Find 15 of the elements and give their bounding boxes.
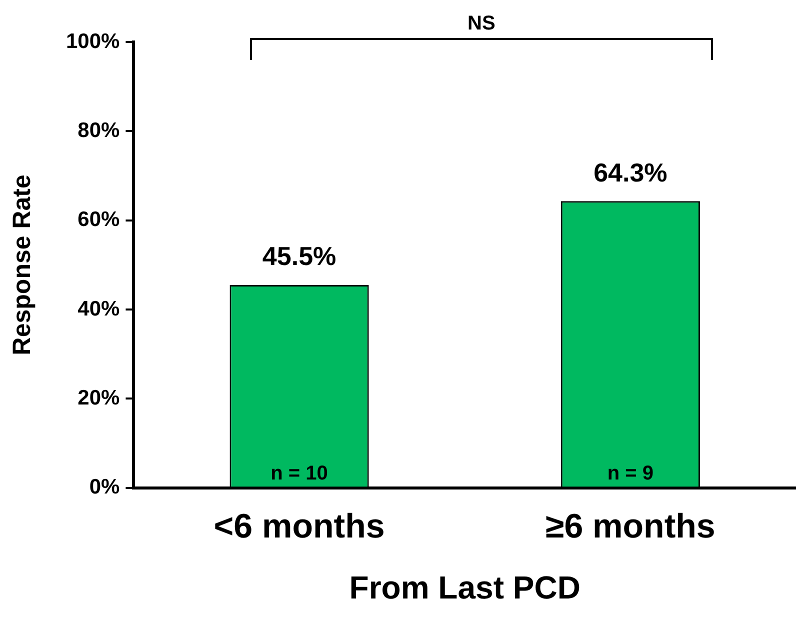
annotation: n = 10 (270, 462, 328, 484)
y-tick-label: 60% (78, 208, 120, 232)
y-tick-label: 80% (78, 118, 120, 142)
y-tick-label: 40% (78, 297, 120, 320)
x-axis-title: From Last PCD (349, 570, 580, 606)
y-tick-label: 100% (66, 30, 120, 53)
y-tick-label: 0% (89, 476, 120, 499)
y-axis-title: Response Rate (8, 174, 36, 356)
y-tick-label: 20% (78, 386, 120, 410)
annotation: n = 9 (607, 462, 654, 484)
text: NS (468, 12, 496, 35)
x-tick-label: <6 months (214, 508, 385, 546)
data-label: 45.5% (262, 241, 336, 272)
data-label: 64.3% (594, 157, 668, 188)
x-tick-label: ≥6 months (546, 508, 716, 546)
